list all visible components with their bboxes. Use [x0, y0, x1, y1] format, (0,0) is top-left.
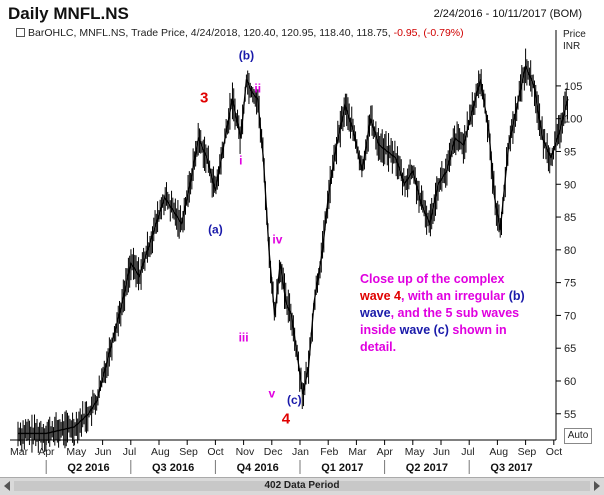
date-range: 2/24/2016 - 10/11/2017 (BOM)	[433, 8, 582, 20]
quarter-label: Q3 2017	[490, 462, 532, 474]
wave-label: iv	[272, 232, 282, 246]
y-tick-label: 75	[564, 278, 576, 290]
bar-ohlc-icon	[16, 28, 25, 37]
wave-label: ii	[254, 81, 261, 95]
price-word: Price	[563, 29, 586, 40]
scroll-right-icon[interactable]	[594, 481, 600, 491]
month-label: Dec	[264, 446, 283, 458]
data-period-label: 402 Data Period	[264, 480, 340, 491]
y-tick-label: 65	[564, 343, 576, 355]
annot-line1: Close up of the complex	[360, 272, 505, 286]
y-tick-label: 90	[564, 179, 576, 191]
month-label: Apr	[38, 446, 55, 458]
month-label: Aug	[489, 446, 508, 458]
chart-title: Daily MNFL.NS	[8, 4, 129, 23]
legend-change: -0.95, (-0.79%)	[393, 27, 464, 39]
y-tick-label: 70	[564, 310, 576, 322]
scroll-track[interactable]	[14, 481, 590, 491]
wave-label: 3	[200, 89, 208, 106]
month-label: Mar	[10, 446, 29, 458]
annot-b: (b)	[508, 289, 525, 303]
annot-line3: , and the 5 sub waves	[390, 306, 520, 320]
month-label: Aug	[151, 446, 170, 458]
annot-line5: detail.	[360, 340, 397, 354]
auto-scale-button[interactable]: Auto	[564, 428, 592, 444]
scroll-left-icon[interactable]	[4, 481, 10, 491]
price-axis-title: Price INR	[563, 29, 586, 53]
currency-label: INR	[563, 41, 581, 52]
wave-label: v	[268, 386, 275, 400]
month-label: Feb	[320, 446, 338, 458]
month-label: Sep	[179, 446, 198, 458]
wave-label: (b)	[239, 49, 254, 63]
quarter-label: Q4 2016	[237, 462, 279, 474]
wave-annotation: Close up of the complex wave 4, with an …	[360, 271, 556, 356]
month-label: Jan	[292, 446, 309, 458]
month-label: Jul	[123, 446, 136, 458]
y-tick-label: 105	[564, 81, 582, 93]
wave-label: iii	[239, 331, 249, 345]
wave-label: 4	[282, 411, 291, 428]
month-label: Oct	[207, 446, 223, 458]
annot-wave: wave	[360, 306, 391, 320]
wave-label: i	[239, 154, 242, 168]
quarter-label: Q2 2016	[67, 462, 109, 474]
month-label: May	[66, 446, 87, 458]
series-legend: BarOHLC, MNFL.NS, Trade Price, 4/24/2018…	[16, 27, 464, 39]
legend-prefix: BarOHLC, MNFL.NS, Trade Price, 4/24/2018…	[28, 27, 391, 39]
quarter-label: Q3 2016	[152, 462, 194, 474]
month-label: Sep	[518, 446, 537, 458]
month-label: Apr	[377, 446, 394, 458]
y-tick-label: 60	[564, 376, 576, 388]
scroll-bar[interactable]: 402 Data Period	[0, 477, 604, 495]
month-label: Jul	[461, 446, 474, 458]
annot-line4b: shown in	[448, 323, 507, 337]
wave-label: (c)	[287, 393, 302, 407]
quarter-label: Q1 2017	[321, 462, 363, 474]
month-label: Jun	[95, 446, 112, 458]
month-label: May	[405, 446, 426, 458]
annot-line4: inside	[360, 323, 400, 337]
annot-line2: , with an irregular	[401, 289, 509, 303]
annot-wave4: wave 4	[360, 289, 402, 303]
month-label: Jun	[433, 446, 450, 458]
month-label: Nov	[236, 446, 255, 458]
y-tick-label: 80	[564, 245, 576, 257]
y-tick-label: 85	[564, 212, 576, 224]
y-tick-label: 95	[564, 146, 576, 158]
quarter-label: Q2 2017	[406, 462, 448, 474]
month-label: Mar	[348, 446, 367, 458]
month-label: Oct	[546, 446, 562, 458]
wave-label: (a)	[208, 222, 223, 236]
y-tick-label: 100	[564, 114, 582, 126]
y-tick-label: 55	[564, 409, 576, 421]
annot-wave-c: wave (c)	[399, 323, 449, 337]
price-series-line	[18, 64, 569, 435]
